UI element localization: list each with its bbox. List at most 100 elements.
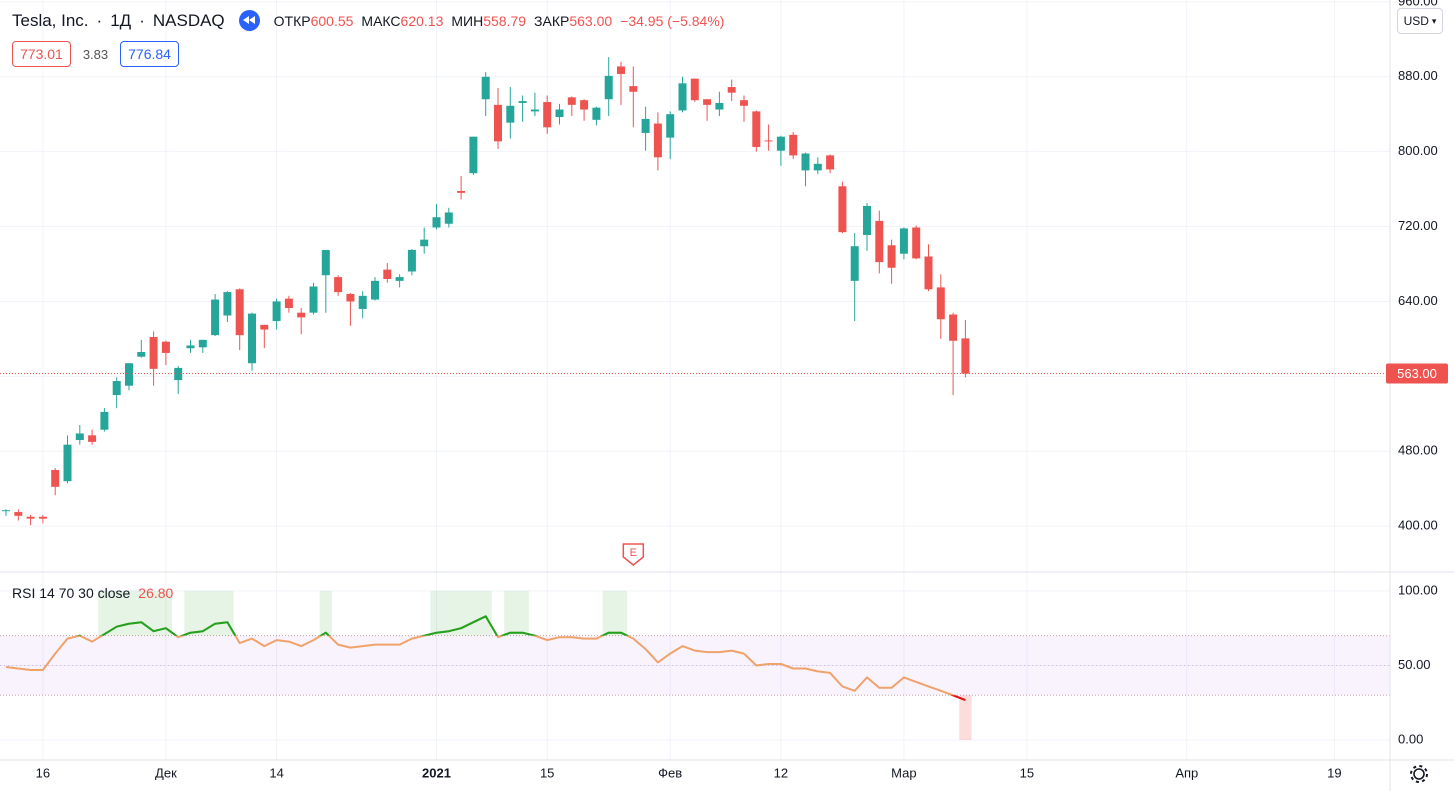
settings-icon[interactable] — [1410, 765, 1428, 783]
earnings-marker[interactable] — [622, 543, 645, 566]
overbought-shade — [504, 590, 517, 636]
candle-body — [555, 109, 564, 118]
symbol-title[interactable]: Tesla, Inc. — [12, 10, 89, 30]
candle-body — [776, 136, 785, 151]
rsi-label: RSI 14 70 30 close — [12, 585, 131, 601]
y-tick-label: 480.00 — [1398, 443, 1438, 458]
candle-body — [88, 435, 97, 442]
overbought-shade — [516, 590, 529, 636]
rsi-line-overbought — [75, 615, 630, 636]
candle-body — [149, 337, 158, 369]
candle-body — [112, 381, 121, 396]
candle-body — [949, 314, 958, 341]
ohlc-value: 558.79 — [483, 12, 527, 29]
x-tick-label: Мар — [891, 765, 916, 780]
candle-body — [936, 287, 945, 320]
x-tick-label: Апр — [1175, 765, 1198, 780]
candle-body — [260, 324, 269, 330]
y-tick-label: 720.00 — [1398, 218, 1438, 233]
ohlc-key: МАКС — [361, 12, 401, 29]
candle-body — [850, 246, 859, 281]
candle-body — [469, 136, 478, 174]
candle-body — [838, 186, 847, 233]
candle-body — [801, 153, 810, 171]
ohlc-value: 600.55 — [310, 12, 354, 29]
candle-body — [690, 78, 699, 101]
y-tick-label: 880.00 — [1398, 68, 1438, 83]
earnings-label: E — [630, 547, 637, 559]
rsi-tick-label: 0.00 — [1398, 731, 1423, 746]
candle-body — [248, 313, 256, 364]
ohlc-value: 620.13 — [400, 12, 444, 29]
bid-price[interactable]: 773.01 — [12, 41, 71, 67]
overbought-shade — [98, 590, 111, 636]
candle-body — [899, 228, 908, 254]
y-tick-label: 400.00 — [1398, 518, 1438, 533]
overbought-shade — [442, 590, 455, 636]
marks: E — [0, 57, 1390, 702]
candle-body — [494, 104, 502, 142]
last-price-label: 563.00 — [1397, 366, 1437, 381]
candle-body — [740, 100, 748, 106]
ohlc-value: 563.00 — [569, 12, 613, 29]
interval[interactable]: 1Д — [110, 10, 132, 30]
overbought-shade — [430, 590, 443, 636]
candle-body — [629, 86, 638, 92]
x-tick-label: 12 — [774, 765, 788, 780]
candle-body — [309, 286, 318, 313]
candle-body — [678, 83, 687, 111]
overbought-shade — [221, 590, 234, 636]
candle-body — [727, 87, 736, 93]
candle-body — [211, 299, 220, 336]
candle-body — [518, 101, 527, 103]
candle-body — [358, 295, 367, 309]
candle-body — [666, 114, 675, 138]
candle-body — [653, 123, 662, 158]
candle-body — [444, 212, 453, 224]
candle-body — [100, 411, 109, 430]
ohlc-item: ОТКР600.55 — [274, 13, 354, 29]
candle-body — [334, 277, 343, 293]
candle-body — [407, 249, 416, 272]
overbought-shade — [614, 590, 628, 636]
candle-body — [51, 469, 60, 487]
ask-price[interactable]: 776.84 — [120, 41, 179, 67]
candle-body — [875, 220, 884, 263]
overbought-shade — [602, 590, 615, 636]
separator: · — [96, 10, 103, 30]
candle-body — [420, 239, 429, 247]
rsi-tick-label: 50.00 — [1398, 657, 1431, 672]
rsi-legend: RSI 14 70 30 close 26.80 — [12, 585, 173, 601]
candle-body — [371, 280, 379, 300]
ohlc-key: МИН — [451, 12, 484, 29]
replay-button[interactable] — [238, 10, 260, 31]
rsi-bands — [0, 590, 1390, 741]
currency-selector[interactable]: USD ▾ — [1397, 8, 1443, 34]
settings-teeth — [1410, 765, 1428, 783]
overbought-shade — [319, 590, 332, 636]
ohlc-item: МАКС620.13 — [361, 13, 443, 29]
axes: 400.00480.00560.00640.00720.00800.00880.… — [36, 0, 1448, 780]
candle-body — [75, 433, 84, 440]
overbought-shade — [184, 590, 197, 636]
candle-body — [592, 107, 601, 120]
candle-body — [887, 245, 896, 268]
candle-body — [161, 341, 170, 353]
candle-body — [186, 345, 195, 349]
overbought-shade — [454, 590, 468, 636]
overbought-shade — [147, 590, 160, 636]
candle-body — [530, 109, 539, 112]
separator: · — [139, 10, 145, 30]
candle-body — [961, 338, 970, 374]
candle-body — [715, 102, 724, 110]
overbought-shade — [159, 590, 173, 636]
candle-body — [604, 75, 613, 100]
price-change: −34.95 (−5.84%) — [620, 12, 725, 29]
x-tick-label: 19 — [1327, 765, 1341, 780]
overbought-shade — [110, 590, 123, 636]
candle-body — [863, 205, 871, 235]
candle-body — [63, 444, 72, 482]
candle-body — [174, 367, 183, 381]
candle-body — [813, 163, 822, 171]
